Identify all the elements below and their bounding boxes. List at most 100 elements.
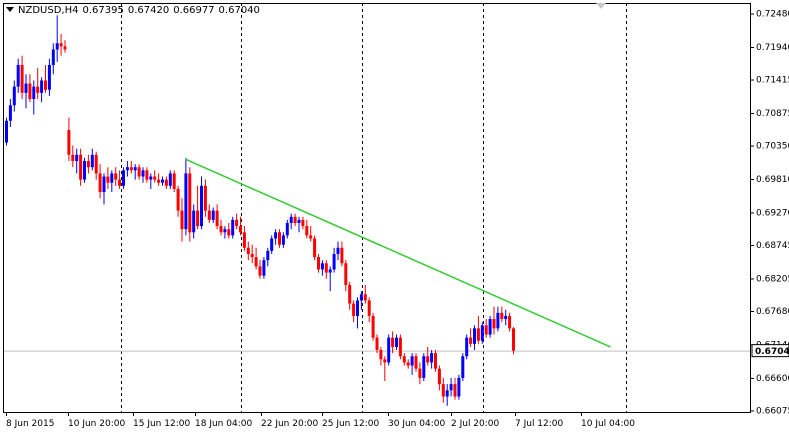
candle-body	[363, 294, 367, 301]
candle-body	[457, 377, 461, 397]
y-tick-label: 0.68205	[756, 274, 789, 284]
candle-body	[453, 384, 457, 397]
candle-body	[281, 235, 285, 245]
candle-body	[434, 353, 437, 369]
candle-body	[297, 219, 301, 223]
candle-body	[47, 64, 51, 90]
candle-body	[71, 154, 75, 162]
candle-body	[55, 43, 59, 50]
candle-body	[110, 173, 114, 183]
open-value: 0.67395	[82, 5, 124, 16]
candle-body	[16, 64, 20, 87]
candle-body	[12, 86, 16, 106]
candle-body	[461, 356, 465, 378]
candle-body	[500, 312, 504, 320]
candle-body	[449, 384, 453, 391]
chart-menu-triangle-icon[interactable]	[6, 7, 14, 12]
candle-body	[102, 176, 106, 193]
candle-body	[492, 319, 496, 329]
x-tick-label: 7 Jul 12:00	[515, 419, 564, 429]
candle-body	[336, 247, 340, 254]
candle-body	[305, 226, 309, 236]
candle-body	[488, 319, 492, 335]
candle-body	[324, 263, 328, 273]
candle-body	[153, 176, 157, 180]
candle-body	[122, 170, 125, 186]
candle-body	[313, 238, 317, 258]
candle-body	[149, 176, 153, 180]
candle-body	[410, 356, 414, 366]
candle-body	[180, 210, 184, 230]
candle-body	[512, 328, 515, 351]
candle-body	[83, 161, 86, 180]
candle-body	[86, 161, 90, 168]
candle-body	[184, 173, 188, 230]
candle-body	[106, 176, 110, 183]
candle-body	[356, 300, 359, 316]
candle-body	[406, 362, 410, 366]
plot-frame	[3, 3, 751, 413]
candle-body	[250, 253, 254, 258]
y-tick-label: 0.68745	[756, 241, 789, 251]
candle-body	[340, 247, 344, 264]
high-value: 0.67420	[127, 5, 170, 16]
candle-body	[114, 173, 118, 180]
candle-body	[28, 83, 32, 100]
candle-body	[203, 185, 207, 211]
candle-body	[51, 49, 55, 65]
candles-layer	[5, 15, 515, 406]
candle-body	[192, 210, 196, 233]
x-tick-label: 10 Jun 20:00	[68, 419, 125, 429]
candle-body	[441, 384, 445, 397]
trendline-layer[interactable]	[185, 158, 611, 348]
x-tick-label: 30 Jun 04:00	[388, 419, 445, 429]
chart-shift-triangle-icon[interactable]	[596, 3, 606, 9]
x-tick-label: 25 Jun 12:00	[322, 419, 379, 429]
y-tick-label: 0.66075	[756, 406, 789, 416]
y-tick-label: 0.70875	[756, 109, 789, 119]
candle-body	[422, 356, 426, 378]
candle-body	[465, 337, 469, 357]
candle-body	[262, 260, 266, 276]
close-value: 0.67040	[218, 5, 260, 16]
trendline[interactable]	[185, 158, 611, 348]
candle-body	[430, 353, 434, 363]
candle-body	[426, 356, 430, 363]
candle-body	[379, 350, 383, 360]
candle-body	[270, 238, 274, 251]
candle-body	[391, 337, 395, 347]
candle-body	[469, 337, 473, 344]
candle-body	[375, 337, 379, 351]
x-tick-label: 10 Jul 04:00	[581, 419, 635, 429]
candle-body	[20, 64, 24, 93]
candle-body	[242, 232, 246, 248]
candle-body	[344, 263, 348, 285]
candle-body	[278, 232, 281, 245]
candle-body	[239, 226, 242, 233]
candle-body	[227, 229, 231, 236]
low-value: 0.66977	[173, 5, 215, 16]
candle-body	[246, 247, 250, 254]
candle-body	[359, 294, 363, 301]
x-tick-label: 8 Jun 2015	[6, 419, 54, 429]
candle-body	[44, 80, 47, 90]
candle-body	[285, 222, 289, 236]
candle-body	[476, 328, 480, 341]
x-tick-label: 22 Jun 20:00	[261, 419, 318, 429]
candle-body	[352, 303, 356, 316]
candle-body	[395, 337, 398, 347]
candle-body	[172, 173, 176, 189]
candle-body	[129, 167, 133, 171]
candle-body	[24, 83, 28, 93]
current-price-label: 0.67040	[755, 347, 789, 357]
candle-body	[5, 120, 8, 143]
candle-body	[223, 229, 227, 233]
candle-body	[402, 356, 406, 363]
candle-body	[320, 263, 324, 270]
